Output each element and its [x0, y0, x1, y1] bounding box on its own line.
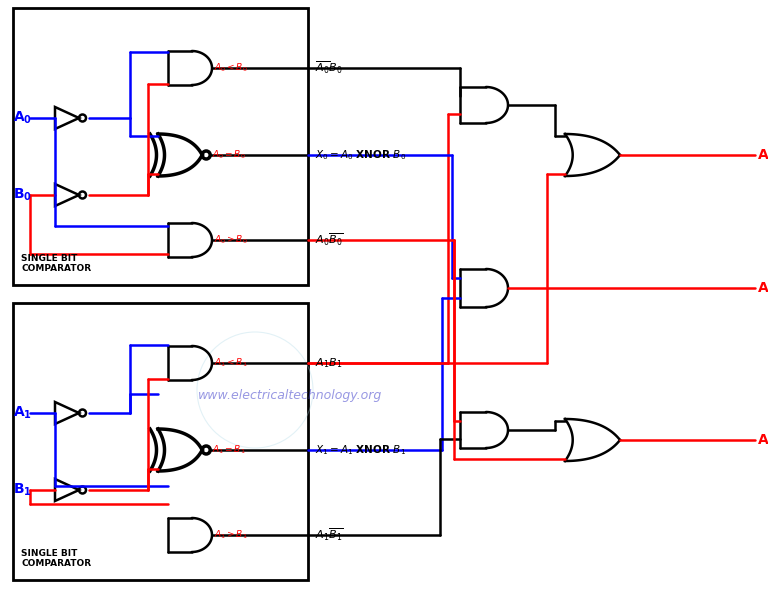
Text: SINGLE BIT
COMPARATOR: SINGLE BIT COMPARATOR	[21, 548, 91, 568]
Text: $A_0{<}B_0$: $A_0{<}B_0$	[214, 62, 248, 74]
Text: $\mathbf{A{>}B}$: $\mathbf{A{>}B}$	[757, 433, 768, 447]
Text: $A_1B_1$: $A_1B_1$	[315, 356, 343, 370]
Text: $A_0\overline{B_0}$: $A_0\overline{B_0}$	[315, 232, 343, 248]
Text: $A_1{<}B_1$: $A_1{<}B_1$	[214, 357, 247, 369]
Text: www.electricaltechnology.org: www.electricaltechnology.org	[198, 388, 382, 402]
Text: $X_1=A_1$ XNOR $B_1$: $X_1=A_1$ XNOR $B_1$	[315, 443, 406, 457]
Text: $\overline{A_0}B_0$: $\overline{A_0}B_0$	[315, 60, 343, 76]
Text: $\mathbf{B_1}$: $\mathbf{B_1}$	[13, 482, 31, 498]
Text: $\mathbf{B_0}$: $\mathbf{B_0}$	[13, 187, 32, 203]
Bar	[13, 303, 308, 580]
Text: $A_0{=}B_0$: $A_0{=}B_0$	[212, 149, 246, 161]
Text: SINGLE BIT
COMPARATOR: SINGLE BIT COMPARATOR	[21, 254, 91, 273]
Text: $A_1{=}B_1$: $A_1{=}B_1$	[212, 444, 246, 456]
Text: $X_0 = A_0$ XNOR $B_0$: $X_0 = A_0$ XNOR $B_0$	[315, 148, 406, 162]
Text: $\mathbf{A_0}$: $\mathbf{A_0}$	[13, 110, 32, 126]
Text: $A_1\overline{B_1}$: $A_1\overline{B_1}$	[315, 527, 343, 543]
Text: $\mathbf{A_1}$: $\mathbf{A_1}$	[13, 405, 32, 421]
Text: $\mathbf{A{=}B}$: $\mathbf{A{=}B}$	[757, 281, 768, 295]
Text: $A_0{>}B_0$: $A_0{>}B_0$	[214, 234, 248, 246]
Text: $\mathbf{A{<}B}$: $\mathbf{A{<}B}$	[757, 148, 768, 162]
Bar	[13, 8, 308, 285]
Text: $A_1{>}B_1$: $A_1{>}B_1$	[214, 528, 247, 541]
